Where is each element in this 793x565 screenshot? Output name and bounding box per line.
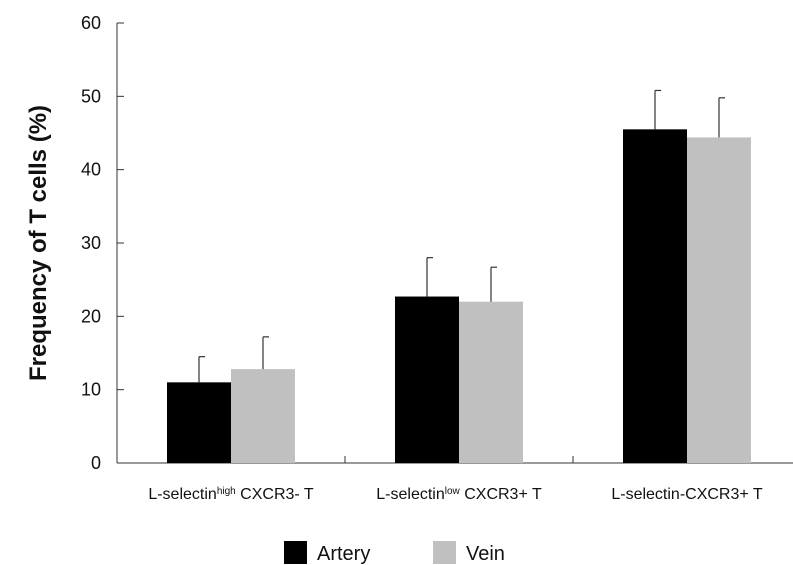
- x-category-label: L-selectinhigh CXCR3- T: [148, 486, 314, 503]
- x-category-label: L-selectinlow CXCR3+ T: [376, 486, 542, 503]
- legend-label-vein: Vein: [466, 543, 505, 565]
- y-tick-label: 0: [91, 453, 101, 473]
- x-axis: L-selectinhigh CXCR3- T L-selectinlow CXC…: [117, 456, 793, 503]
- legend-label-artery: Artery: [317, 543, 370, 565]
- y-tick-label: 20: [81, 306, 101, 326]
- y-tick-label: 60: [81, 13, 101, 33]
- bar-artery: [167, 382, 231, 463]
- y-tick-label: 10: [81, 380, 101, 400]
- bar-artery: [623, 129, 687, 464]
- bar-vein: [459, 301, 523, 463]
- y-axis-title: Frequency of T cells (%): [25, 105, 52, 381]
- legend: Artery Vein: [284, 541, 505, 565]
- x-category-label: L-selectin-CXCR3+ T: [611, 486, 763, 503]
- y-tick-label: 30: [81, 233, 101, 253]
- bar-vein: [231, 369, 295, 463]
- bars-group: [167, 129, 751, 464]
- legend-swatch-vein: [433, 541, 456, 564]
- legend-swatch-artery: [284, 541, 307, 564]
- bar-artery: [395, 296, 459, 463]
- y-tick-label: 50: [81, 86, 101, 106]
- error-bars-group: [198, 89, 725, 383]
- y-tick-label: 40: [81, 160, 101, 180]
- bar-vein: [687, 137, 751, 463]
- y-axis: 0 10 20 30 40 50 60: [81, 13, 124, 473]
